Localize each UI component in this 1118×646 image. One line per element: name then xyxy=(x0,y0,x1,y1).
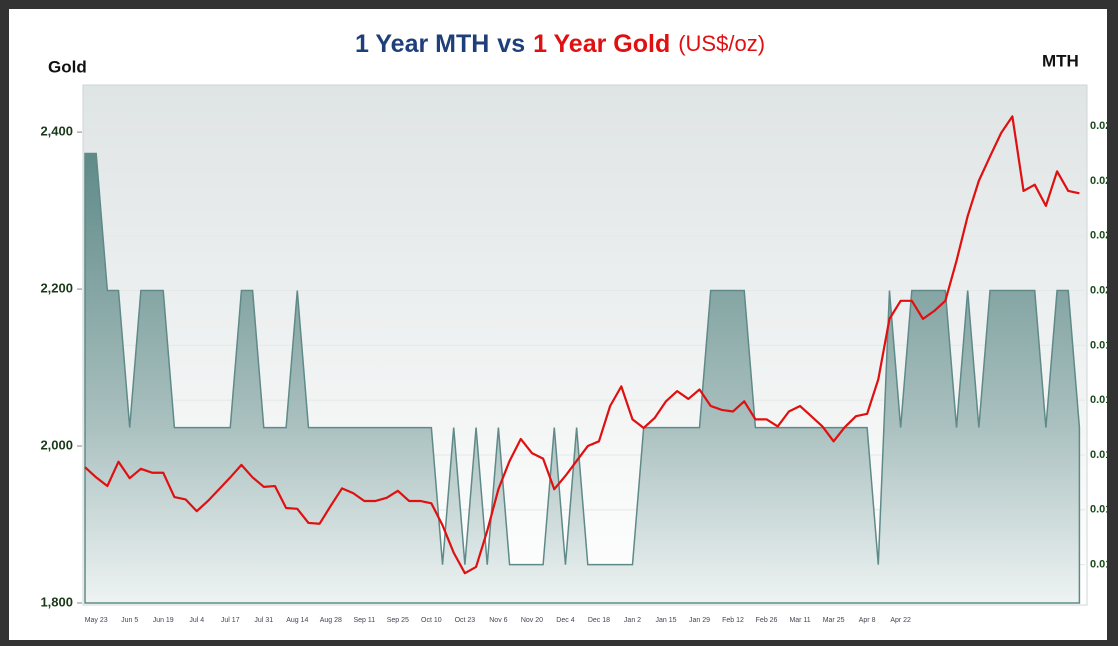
x-tick-label: Dec 18 xyxy=(588,617,610,624)
title-part: 1 Year Gold xyxy=(533,30,670,58)
x-tick-label: Jan 2 xyxy=(624,617,641,624)
x-tick-label: Jul 17 xyxy=(221,617,240,624)
title-part: 1 Year MTH xyxy=(355,30,489,58)
x-tick-label: Mar 11 xyxy=(789,617,810,624)
x-tick-label: Aug 28 xyxy=(320,617,342,624)
x-tick-label: Apr 22 xyxy=(890,617,911,624)
x-tick-label: Oct 10 xyxy=(421,617,442,624)
x-tick-label: Sep 11 xyxy=(353,617,375,624)
chart-title: 1 Year MTH vs 1 Year Gold (US$/oz) xyxy=(355,30,765,58)
x-tick-label: Jul 4 xyxy=(189,617,204,624)
x-tick-label: Oct 23 xyxy=(455,617,476,624)
x-tick-label: Mar 25 xyxy=(823,617,845,624)
y2-tick-label: 0.010 xyxy=(1090,559,1118,571)
y-tick-label: 2,400 xyxy=(40,124,73,139)
y-tick-label: 2,000 xyxy=(40,437,73,452)
x-tick-label: Jan 15 xyxy=(655,617,676,624)
y2-axis-label: MTH xyxy=(1042,51,1079,70)
x-tick-label: Apr 8 xyxy=(859,617,876,624)
x-tick-label: May 23 xyxy=(85,617,108,624)
y2-tick-label: 0.026 xyxy=(1090,120,1118,132)
gold-line xyxy=(84,115,1080,575)
x-tick-label: Feb 12 xyxy=(722,617,744,624)
y2-tick-label: 0.020 xyxy=(1090,284,1118,296)
y2-tick-label: 0.024 xyxy=(1090,175,1118,187)
x-tick-label: Sep 25 xyxy=(387,617,409,624)
y2-tick-label: 0.012 xyxy=(1090,504,1118,516)
title-part: (US$/oz) xyxy=(678,31,765,56)
x-tick-label: Feb 26 xyxy=(756,617,778,624)
x-tick-label: Jun 5 xyxy=(121,617,138,624)
x-tick-label: Dec 4 xyxy=(556,617,574,624)
mth-area xyxy=(84,152,1081,604)
y2-tick-label: 0.018 xyxy=(1090,339,1118,351)
y-tick-label: 1,800 xyxy=(40,594,73,609)
title-part: vs xyxy=(497,30,525,58)
x-tick-label: Aug 14 xyxy=(286,617,308,624)
y2-tick-label: 0.022 xyxy=(1090,230,1118,242)
y-tick-label: 2,200 xyxy=(40,280,73,295)
x-tick-label: Nov 6 xyxy=(489,617,507,624)
x-tick-label: Nov 20 xyxy=(521,617,543,624)
x-tick-label: Jul 31 xyxy=(254,617,273,624)
y-axis-label: Gold xyxy=(48,57,87,76)
x-tick-label: Jan 29 xyxy=(689,617,710,624)
x-tick-label: Jun 19 xyxy=(153,617,174,624)
y2-tick-label: 0.014 xyxy=(1090,449,1118,461)
y2-tick-label: 0.016 xyxy=(1090,394,1118,406)
